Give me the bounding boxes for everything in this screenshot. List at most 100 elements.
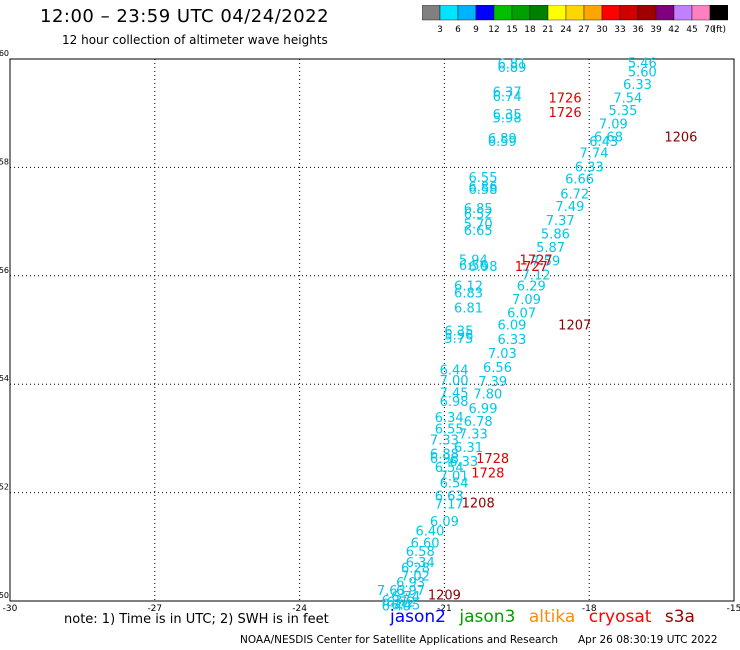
pass-time-label: 5.60 (628, 66, 657, 81)
pass-time-label: 6.09 (430, 515, 459, 530)
pass-time-label: 1207 (558, 319, 591, 334)
colorbar-swatch (709, 5, 728, 21)
colorbar-tick-label: 42 (668, 25, 679, 35)
pass-time-label: 6.33 (449, 455, 478, 470)
pass-time-label: 6.65 (464, 224, 493, 239)
pass-time-label: 1726 (549, 92, 582, 107)
colorbar-tick-label: 36 (632, 25, 644, 35)
colorbar-tick-label: 30 (596, 25, 608, 35)
colorbar-tick-label: 24 (560, 25, 572, 35)
pass-time-label: 7.74 (580, 146, 609, 161)
x-tick-label: -30 (3, 604, 18, 614)
pass-time-label: 5.35 (609, 104, 638, 119)
pass-time-label: 1728 (476, 452, 509, 467)
legend-cryosat: cryosat (588, 607, 652, 627)
pass-time-label: 6.93 (396, 576, 425, 591)
pass-time-label: 1726 (549, 106, 582, 121)
pass-time-label: 6.83 (454, 287, 483, 302)
pass-time-label: 6.99 (469, 402, 498, 417)
pass-time-label: 6.60 (411, 537, 440, 552)
pass-time-label: 6.52 (464, 208, 493, 223)
x-tick-label: -15 (727, 604, 740, 614)
pass-time-label: 7.54 (613, 92, 642, 107)
pass-time-label: 7.17 (435, 498, 464, 513)
pass-time-label: 6.33 (575, 160, 604, 175)
pass-time-label: 6.97 (396, 584, 425, 599)
pass-time-label: 7.39 (478, 375, 507, 390)
pass-time-label: 6.34 (435, 411, 464, 426)
colorbar-tick-label: 18 (524, 25, 536, 35)
pass-time-label: 7.59 (531, 255, 560, 270)
y-tick-label: 60 (0, 49, 9, 58)
colorbar-tick-label: 6 (455, 25, 461, 35)
pass-time-label: 6.35 (444, 325, 473, 340)
pass-time-label: 6.66 (565, 172, 594, 187)
y-tick-label: 50 (0, 591, 9, 600)
colorbar-tick-label: 39 (650, 25, 662, 35)
pass-time-label: 7.33 (459, 428, 488, 443)
pass-time-label: 6.88 (430, 448, 459, 463)
pass-time-label: 5.75 (444, 332, 473, 347)
pass-time-label: 6.09 (497, 319, 526, 334)
pass-time-label: 6.44 (440, 364, 469, 379)
pass-time-label: 6.72 (386, 596, 415, 611)
colorbar-tick-label: 45 (686, 25, 697, 35)
pass-time-label: 7.01 (440, 469, 469, 484)
pass-time-label: 5.86 (541, 228, 570, 243)
legend-jason3: jason3 (459, 607, 516, 627)
pass-time-label: 6.40 (415, 525, 444, 540)
pass-time-label: 6.86 (469, 180, 498, 195)
chart-subtitle: 12 hour collection of altimeter wave hei… (62, 33, 328, 47)
pass-time-label: 7.09 (599, 118, 628, 133)
colorbar-tick-label: 70 (704, 25, 716, 35)
pass-time-label: 7.63 (377, 584, 406, 599)
pass-time-label: 6.98 (430, 452, 459, 467)
x-tick-label: -18 (582, 604, 597, 614)
pass-time-label: 6.56 (459, 259, 488, 274)
pass-time-label: 6.81 (454, 301, 483, 316)
pass-time-label: 6.33 (623, 78, 652, 93)
pass-time-label: 6.56 (483, 361, 512, 376)
pass-time-label: 6.28 (401, 561, 430, 576)
pass-time-label: 6.89 (488, 132, 517, 147)
pass-time-label: 6.98 (469, 260, 498, 275)
pass-time-label: 6.37 (493, 86, 522, 101)
pass-time-label: 7.33 (430, 434, 459, 449)
pass-time-label: 6.98 (440, 395, 469, 410)
pass-time-label: 7.00 (440, 374, 469, 389)
y-tick-label: 56 (0, 266, 9, 275)
legend-jason2: jason2 (390, 607, 446, 627)
pass-time-label: 1208 (462, 496, 495, 511)
legend-s3a: s3a (664, 607, 695, 627)
pass-time-label: 6.37 (382, 594, 411, 609)
pass-time-label: 6.72 (560, 188, 589, 203)
pass-time-label: 6.43 (589, 135, 618, 150)
x-tick-label: -24 (292, 604, 307, 614)
pass-time-label: 6.34 (406, 556, 435, 571)
pass-time-label: 6.29 (517, 280, 546, 295)
pass-time-label: 6.58 (406, 545, 435, 560)
pass-time-label: 6.85 (464, 202, 493, 217)
colorbar-legend: 3 6 9 12 15 18 21 24 27 30 33 36 39 42 45 70(ft) (422, 5, 728, 35)
pass-time-label: 6.55 (469, 171, 498, 186)
pass-time-label: 6.12 (454, 280, 483, 295)
pass-time-label: 6.74 (493, 90, 522, 105)
pass-time-label: 5.96 (444, 328, 473, 343)
y-tick-label: 58 (0, 157, 9, 166)
pass-time-label: 7.80 (473, 387, 502, 402)
pass-time-label: 1206 (664, 131, 697, 146)
pass-time-label: 6.54 (435, 461, 464, 476)
pass-time-label: 6.55 (435, 423, 464, 438)
chart-title: 12:00 – 23:59 UTC 04/24/2022 (40, 6, 330, 27)
pass-time-label: 7.45 (440, 386, 469, 401)
pass-time-label: 6.31 (454, 441, 483, 456)
colorbar-tick-label: 33 (614, 25, 625, 35)
pass-time-label: 6.35 (493, 108, 522, 123)
colorbar-tick-label: 3 (437, 25, 443, 35)
pass-time-label: 6.33 (497, 333, 526, 348)
pass-time-label: 5.46 (628, 56, 657, 71)
colorbar-tick-label: 9 (473, 25, 479, 35)
colorbar-tick-label: 27 (578, 25, 589, 35)
colorbar-tick-label: 21 (542, 25, 553, 35)
